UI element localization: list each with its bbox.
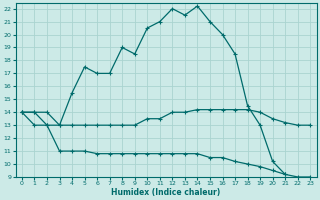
X-axis label: Humidex (Indice chaleur): Humidex (Indice chaleur) xyxy=(111,188,221,197)
